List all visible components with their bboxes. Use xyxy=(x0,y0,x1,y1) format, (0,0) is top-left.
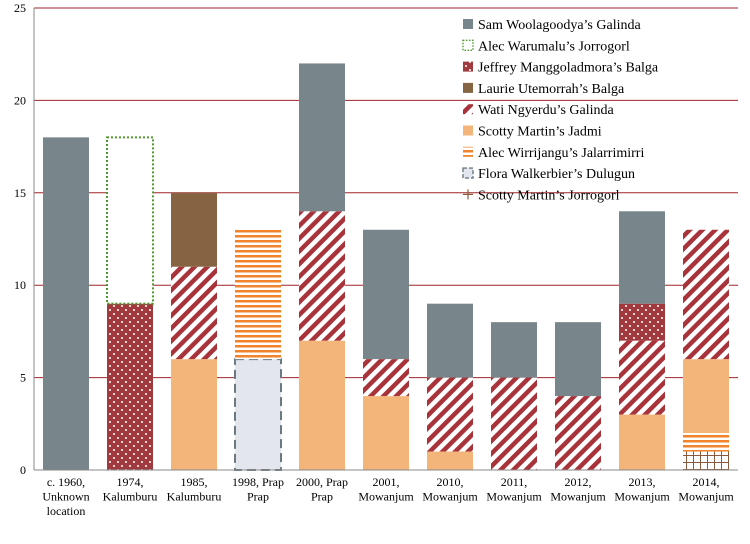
bar-segment xyxy=(363,396,409,470)
bar-segment xyxy=(171,192,217,267)
x-tick-label-line: 1998, Prap xyxy=(232,475,284,489)
x-tick-label-line: Kalumburu xyxy=(103,490,158,504)
legend-label: Jeffrey Manggoladmora’s Balga xyxy=(478,61,659,76)
x-tick-label-line: Mowanjum xyxy=(358,490,414,504)
legend-label: Scotty Martin’s Jadmi xyxy=(478,125,602,140)
x-tick-label: 2013, Mowanjum xyxy=(614,475,670,504)
legend-label: Sam Woolagoodya’s Galinda xyxy=(478,18,641,33)
bar-segment xyxy=(491,322,537,378)
legend-item: Laurie Utemorrah’s Balga xyxy=(463,82,625,97)
x-tick-label-line: 2001, xyxy=(373,475,400,489)
y-tick-label: 25 xyxy=(14,1,26,15)
bar-segment xyxy=(619,414,665,470)
x-tick-label-line: 2013, xyxy=(629,475,656,489)
y-tick-label: 10 xyxy=(14,278,26,292)
legend-label: Scotty Martin’s Jorrogorl xyxy=(478,188,620,203)
x-tick-label-line: Mowanjum xyxy=(678,490,734,504)
x-tick-label: 2012, Mowanjum xyxy=(550,475,606,504)
legend-swatch xyxy=(463,82,473,93)
legend-item: Wati Ngyerdu’s Galinda xyxy=(463,103,615,118)
legend-swatch xyxy=(463,104,473,115)
x-tick-label-line: Mowanjum xyxy=(422,490,478,504)
bar-segment xyxy=(555,396,601,470)
x-tick-label-line: 1985, xyxy=(181,475,208,489)
bar-segment xyxy=(235,229,281,360)
x-tick-label-line: 2014, xyxy=(693,475,720,489)
legend-label: Flora Walkerbier’s Dulugun xyxy=(478,167,635,182)
bar-segment xyxy=(619,211,665,304)
legend-item: Alec Warumalu’s Jorrogorl xyxy=(462,39,630,54)
bar-segment xyxy=(619,303,665,341)
legend-swatch xyxy=(463,146,473,157)
bar-segment xyxy=(299,63,345,212)
bar-segment xyxy=(491,377,537,470)
x-tick-label-line: Mowanjum xyxy=(550,490,606,504)
x-tick-label: 2000, Prap Prap xyxy=(296,475,348,504)
bars xyxy=(43,63,729,471)
legend-item: Scotty Martin’s Jadmi xyxy=(463,125,602,140)
x-tick-label: 1974, Kalumburu xyxy=(103,475,158,504)
bar-segment xyxy=(619,340,665,415)
bar-segment xyxy=(171,266,217,360)
y-tick-label: 20 xyxy=(14,93,26,107)
bar-segment xyxy=(427,377,473,452)
legend: Sam Woolagoodya’s Galinda Alec Warumalu’s… xyxy=(462,18,659,203)
bar-segment xyxy=(171,359,217,470)
bar-segment xyxy=(363,229,409,360)
bar-segment xyxy=(683,451,729,470)
y-tick-label: 0 xyxy=(20,463,26,477)
legend-item: Flora Walkerbier’s Dulugun xyxy=(462,167,635,182)
x-tick-label-line: 2000, Prap xyxy=(296,475,348,489)
x-tick-label-line: 2011, xyxy=(501,475,528,489)
x-tick-label-line: Kalumburu xyxy=(167,490,222,504)
legend-label: Laurie Utemorrah’s Balga xyxy=(478,82,625,97)
x-tick-label-line: c. 1960, xyxy=(47,475,85,489)
bar-segment xyxy=(299,340,345,470)
x-tick-label: 2010, Mowanjum xyxy=(422,475,478,504)
x-tick-label-line: Prap xyxy=(247,490,269,504)
legend-swatch xyxy=(463,61,473,72)
legend-swatch xyxy=(463,125,473,136)
bar-segment xyxy=(555,322,601,397)
y-tick-label: 5 xyxy=(20,371,26,385)
legend-swatch xyxy=(462,167,474,179)
legend-swatch xyxy=(462,39,474,51)
x-tick-label-line: Mowanjum xyxy=(614,490,670,504)
bar-segment xyxy=(299,211,345,341)
x-tick-label-line: location xyxy=(47,504,86,518)
x-tick-label: c. 1960, Unknown location xyxy=(42,475,89,518)
x-tick-label: 1998, Prap Prap xyxy=(232,475,284,504)
bar-segment xyxy=(427,303,473,378)
y-tick-label: 15 xyxy=(14,186,26,200)
x-tick-label-line: Mowanjum xyxy=(486,490,542,504)
x-tick-label-line: 1974, xyxy=(117,475,144,489)
x-tick-label-line: Prap xyxy=(311,490,333,504)
x-tick-label: 2014, Mowanjum xyxy=(678,475,734,504)
x-tick-label-line: 2012, xyxy=(565,475,592,489)
bar-segment xyxy=(107,303,153,470)
legend-swatch xyxy=(463,19,473,29)
x-tick-label: 2011, Mowanjum xyxy=(486,475,542,504)
legend-item: Sam Woolagoodya’s Galinda xyxy=(463,18,641,33)
legend-label: Alec Wirrijangu’s Jalarrimirri xyxy=(478,146,644,161)
legend-item: Alec Wirrijangu’s Jalarrimirri xyxy=(463,146,644,161)
bar-segment xyxy=(427,451,473,470)
legend-item: Jeffrey Manggoladmora’s Balga xyxy=(463,61,659,76)
bar-segment xyxy=(106,136,154,305)
bar-segment xyxy=(363,359,409,397)
x-tick-label: 2001, Mowanjum xyxy=(358,475,414,504)
bar-segment xyxy=(683,229,729,360)
x-tick-label-line: 2010, xyxy=(437,475,464,489)
x-tick-label-line: Unknown xyxy=(42,490,89,504)
bar-segment xyxy=(234,358,282,471)
legend-label: Alec Warumalu’s Jorrogorl xyxy=(478,39,630,54)
bar-segment xyxy=(683,359,729,434)
x-tick-label: 1985, Kalumburu xyxy=(167,475,222,504)
bar-segment xyxy=(683,433,729,452)
bar-segment xyxy=(43,137,89,471)
legend-item: Scotty Martin’s Jorrogorl xyxy=(463,188,620,203)
legend-label: Wati Ngyerdu’s Galinda xyxy=(478,103,615,118)
